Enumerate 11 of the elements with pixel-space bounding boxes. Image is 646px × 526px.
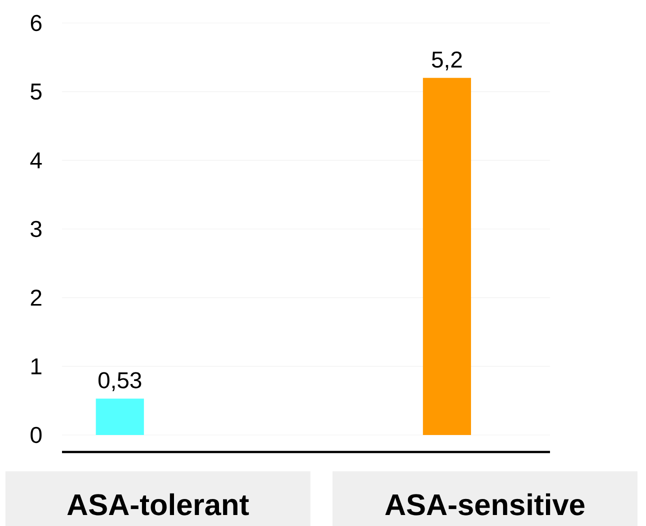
y-tick-label: 1 — [31, 358, 42, 374]
x-tick-label: ASA-tolerant — [67, 493, 249, 516]
y-tick-label: 2 — [30, 290, 42, 306]
y-tick-label: 4 — [30, 152, 42, 168]
x-tick-label: ASA-sensitive — [385, 493, 584, 516]
data-label: 0,53 — [98, 372, 142, 392]
data-label: 5,2 — [432, 51, 462, 70]
y-tick-label: 6 — [30, 14, 42, 32]
y-tick-label: 0 — [30, 426, 42, 444]
y-tick-label: 5 — [30, 84, 42, 100]
y-tick-label: 3 — [30, 220, 42, 238]
